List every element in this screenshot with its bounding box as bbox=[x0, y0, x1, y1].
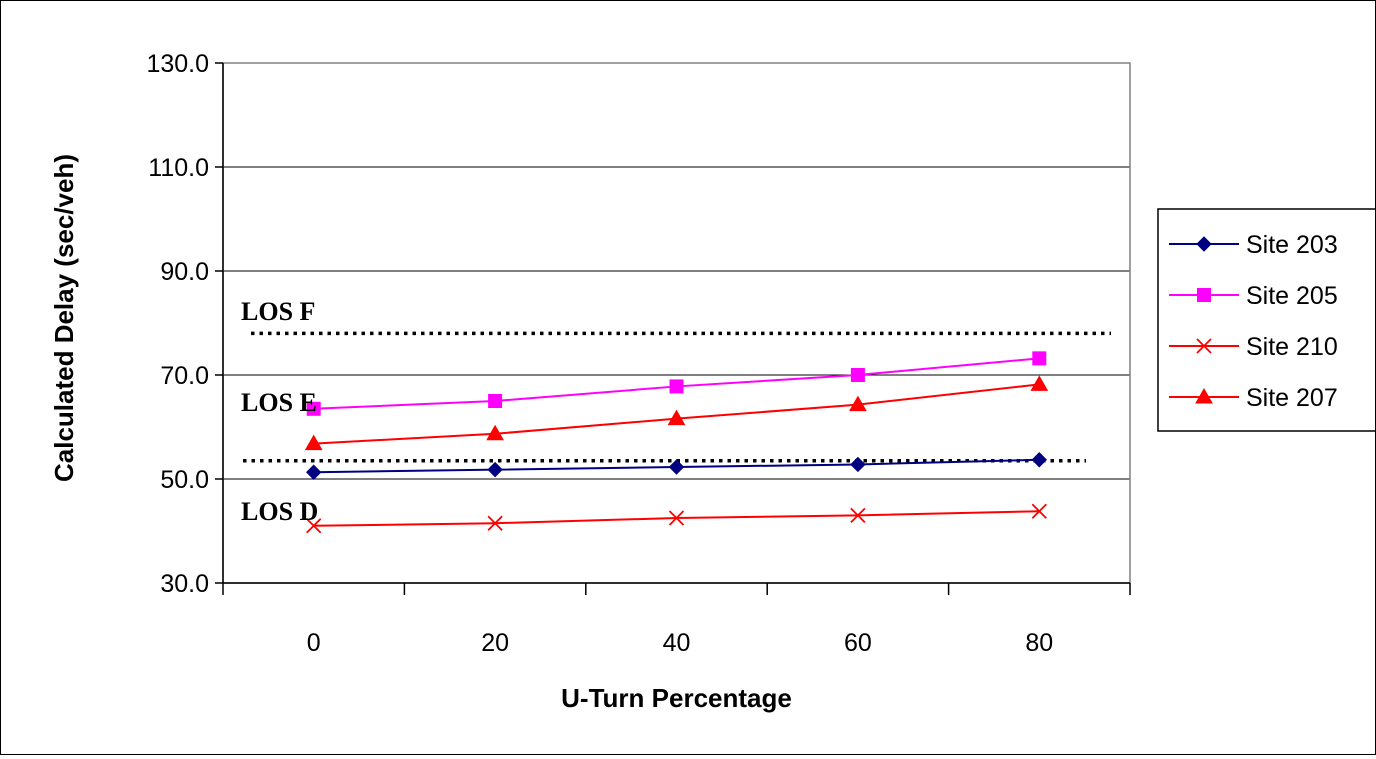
x-tick-label: 80 bbox=[1025, 629, 1053, 657]
los-label: LOS D bbox=[241, 497, 318, 526]
data-point bbox=[850, 507, 866, 524]
legend-item: Site 205 bbox=[1169, 282, 1338, 310]
data-point bbox=[306, 401, 321, 416]
grid-lines bbox=[223, 166, 1130, 480]
legend-label: Site 205 bbox=[1246, 282, 1338, 310]
y-axis-ticks: 30.0 50.0 70.0 90.0 110.0 130.0 bbox=[146, 50, 223, 598]
legend-item: Site 203 bbox=[1169, 231, 1338, 259]
data-point bbox=[849, 395, 867, 412]
data-point bbox=[850, 456, 866, 473]
legend: Site 203 Site 205 Site 210 Site 207 bbox=[1157, 208, 1376, 432]
data-point bbox=[667, 409, 686, 426]
data-point bbox=[305, 464, 322, 480]
y-tick-label: 130.0 bbox=[146, 50, 209, 78]
y-tick-label: 90.0 bbox=[160, 258, 209, 286]
legend-label: Site 207 bbox=[1246, 384, 1338, 412]
data-point bbox=[304, 434, 323, 451]
legend-label: Site 210 bbox=[1246, 333, 1338, 361]
y-tick-label: 110.0 bbox=[148, 154, 209, 182]
data-point bbox=[668, 459, 685, 475]
data-point bbox=[1032, 351, 1047, 366]
legend-box bbox=[1157, 208, 1376, 432]
data-point bbox=[1030, 375, 1049, 391]
x-tick-label: 40 bbox=[663, 629, 691, 657]
legend-item: Site 210 bbox=[1169, 333, 1338, 361]
data-point bbox=[306, 518, 322, 534]
legend-marker bbox=[1196, 236, 1212, 252]
data-point bbox=[486, 424, 504, 441]
legend-marker bbox=[1197, 288, 1211, 302]
data-point bbox=[487, 515, 503, 531]
legend-marker bbox=[1196, 338, 1212, 354]
data-series bbox=[304, 351, 1049, 534]
los-annotations: LOS F LOS E LOS D bbox=[241, 297, 318, 526]
data-point bbox=[1031, 503, 1047, 519]
los-threshold-lines bbox=[243, 331, 1111, 463]
y-tick-label: 30.0 bbox=[160, 570, 209, 598]
los-label: LOS F bbox=[241, 297, 315, 326]
x-tick-label: 0 bbox=[307, 629, 321, 657]
x-tick-label: 20 bbox=[481, 629, 509, 657]
legend-label: Site 203 bbox=[1246, 231, 1338, 259]
data-point bbox=[669, 379, 684, 394]
legend-marker bbox=[1195, 387, 1213, 404]
los-label: LOS E bbox=[241, 388, 317, 417]
plot-border bbox=[222, 62, 1131, 584]
x-axis-ticks: 0 20 40 60 80 bbox=[222, 583, 1131, 657]
y-tick-label: 50.0 bbox=[160, 466, 209, 494]
y-axis-title: Calculated Delay (sec/veh) bbox=[49, 154, 79, 482]
x-axis-title: U-Turn Percentage bbox=[561, 683, 792, 713]
x-tick-label: 60 bbox=[844, 629, 872, 657]
series-site-203 bbox=[305, 452, 1048, 480]
plot-area bbox=[222, 62, 1131, 584]
data-point bbox=[487, 461, 503, 478]
series-site-205 bbox=[306, 351, 1047, 416]
series-site-207 bbox=[304, 375, 1049, 451]
data-point bbox=[668, 510, 685, 526]
legend-item: Site 207 bbox=[1169, 384, 1338, 412]
data-point bbox=[850, 368, 865, 382]
data-point bbox=[1031, 452, 1048, 468]
y-tick-label: 70.0 bbox=[160, 362, 209, 390]
series-site-210 bbox=[306, 503, 1047, 534]
data-point bbox=[488, 394, 503, 408]
